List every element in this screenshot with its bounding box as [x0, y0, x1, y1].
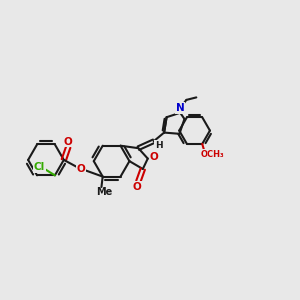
- Text: O: O: [64, 136, 73, 147]
- Text: OCH₃: OCH₃: [201, 150, 224, 159]
- Text: O: O: [77, 164, 85, 174]
- Text: Me: Me: [96, 188, 112, 197]
- Text: O: O: [150, 152, 158, 162]
- Text: H: H: [155, 141, 163, 150]
- Text: O: O: [133, 182, 142, 192]
- Text: Cl: Cl: [34, 162, 45, 172]
- Text: N: N: [176, 103, 184, 113]
